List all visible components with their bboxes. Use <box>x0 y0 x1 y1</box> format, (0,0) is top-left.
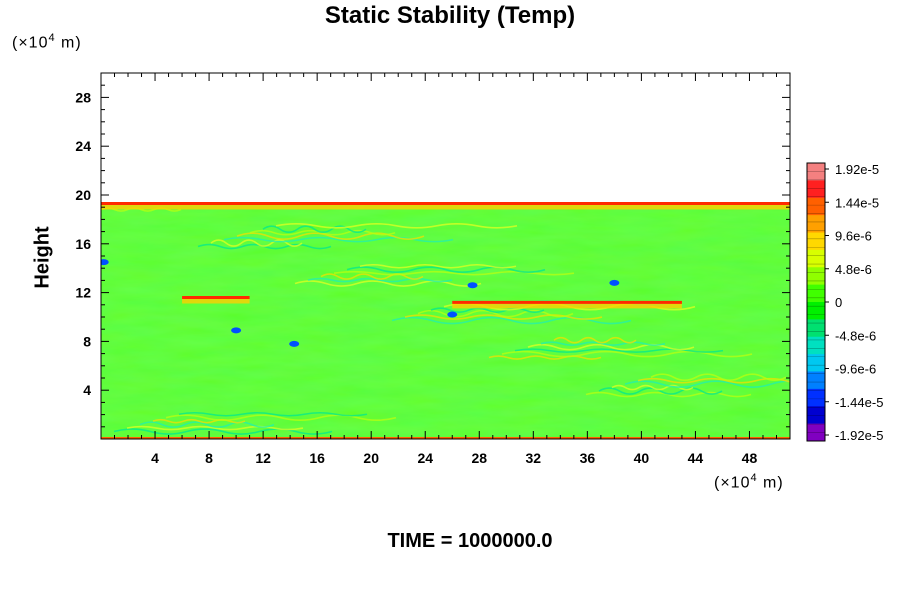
colorbar-swatch <box>807 232 825 251</box>
colorbar-swatch <box>807 249 825 268</box>
field-streak <box>501 350 753 358</box>
field-streak <box>514 348 724 353</box>
colorbar-label: 1.92e-5 <box>835 162 879 177</box>
colorbar-label: 1.44e-5 <box>835 195 879 210</box>
field-streak <box>320 273 424 280</box>
field-streak <box>650 373 787 382</box>
x-tick-label: 36 <box>580 450 596 466</box>
colorbar-label: -1.44e-5 <box>835 395 883 410</box>
x-tick-label: 12 <box>255 450 271 466</box>
heatmap-field <box>101 202 790 439</box>
y-tick-label: 12 <box>75 285 91 301</box>
unstable-cell <box>447 311 458 318</box>
unstable-cell <box>101 259 109 266</box>
colorbar-label: 0 <box>835 295 842 310</box>
field-streak <box>540 341 666 346</box>
y-tick-label: 4 <box>83 382 91 398</box>
colorbar-label: -9.6e-6 <box>835 362 876 377</box>
field-streak <box>598 387 723 395</box>
colorbar-swatch <box>807 163 825 181</box>
colorbar-swatch <box>807 180 825 199</box>
field-streak <box>113 428 333 435</box>
x-tick-label: 20 <box>363 450 379 466</box>
colorbar-swatch <box>807 406 825 425</box>
field-streak <box>307 277 453 283</box>
field-streak <box>346 266 546 273</box>
colorbar-label: -4.8e-6 <box>835 328 876 343</box>
y-tick-label: 28 <box>75 89 91 105</box>
field-streak <box>152 418 246 424</box>
x-tick-label: 40 <box>634 450 650 466</box>
y-tick-label: 24 <box>75 138 91 154</box>
unstable-cell <box>609 279 620 286</box>
colorbar-swatch <box>807 302 825 320</box>
colorbar-swatch <box>807 267 825 286</box>
colorbar-swatch <box>807 388 825 407</box>
colorbar-swatch <box>807 215 825 233</box>
x-tick-label: 24 <box>417 450 433 466</box>
y-tick-label: 16 <box>75 236 91 252</box>
x-tick-label: 4 <box>151 450 159 466</box>
field-streak <box>262 225 367 234</box>
time-label: TIME = 1000000.0 <box>387 530 553 552</box>
x-tick-label: 28 <box>471 450 487 466</box>
x-tick-label: 16 <box>309 450 325 466</box>
field-streak <box>223 236 454 243</box>
y-tick-label: 8 <box>83 333 91 349</box>
unstable-cell <box>231 327 242 334</box>
field-streak <box>527 343 695 351</box>
field-streak <box>126 425 304 431</box>
field-streak <box>624 380 790 388</box>
field-streak <box>210 239 303 247</box>
x-tick-label: 48 <box>742 450 758 466</box>
x-axis-unit: (×104 m) <box>714 472 784 492</box>
field-streak <box>165 414 397 421</box>
colorbar: 1.92e-5 1.44e-5 9.6e-6 4.8e-6 0 -4.8e-6 -9.6e-… <box>806 162 883 443</box>
field-streak <box>553 336 637 344</box>
colorbar-swatch <box>807 371 825 390</box>
field-texture <box>101 203 790 439</box>
field-streak <box>294 280 482 287</box>
field-streak <box>275 222 518 229</box>
colorbar-swatch <box>807 423 825 442</box>
colorbar-label: 4.8e-6 <box>835 262 872 277</box>
field-streak <box>236 232 425 240</box>
field-streak <box>417 309 574 318</box>
y-axis-unit: (×104 m) <box>12 32 82 52</box>
unstable-cell <box>467 282 478 289</box>
colorbar-swatch <box>807 354 825 372</box>
unstable-cell <box>289 340 300 347</box>
field-streak <box>333 270 575 276</box>
colorbar-swatch <box>807 336 825 355</box>
colorbar-swatch <box>807 284 825 303</box>
field-streak <box>488 355 602 360</box>
field-streak <box>178 411 368 417</box>
field-streak <box>404 314 603 320</box>
x-tick-label: 32 <box>526 450 542 466</box>
x-tick-label: 44 <box>688 450 704 466</box>
colorbar-swatch <box>807 319 825 338</box>
chart-title: Static Stability (Temp) <box>324 2 576 29</box>
field-streak <box>430 307 545 313</box>
field-streak <box>359 263 517 269</box>
colorbar-label: -1.92e-5 <box>835 428 883 443</box>
field-streak <box>139 421 275 428</box>
x-tick-label: 8 <box>205 450 213 466</box>
colorbar-swatch <box>807 197 825 216</box>
colorbar-label: 9.6e-6 <box>835 229 872 244</box>
field-clip <box>101 202 790 439</box>
field-streak <box>391 316 632 325</box>
y-tick-label: 20 <box>75 187 91 203</box>
